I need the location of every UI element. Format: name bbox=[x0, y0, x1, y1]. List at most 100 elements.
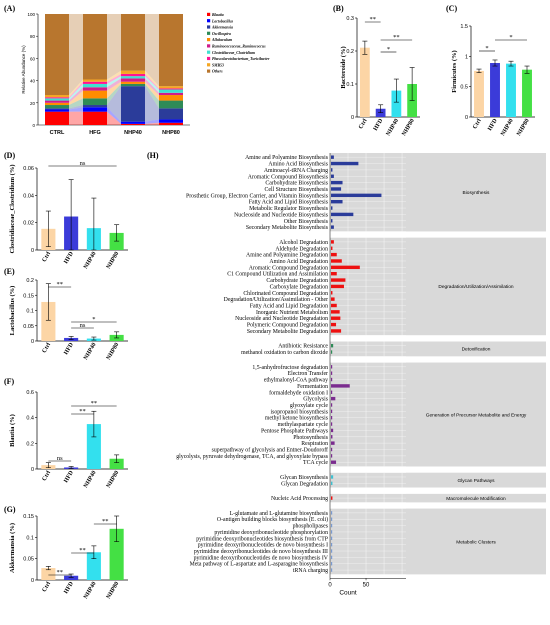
flow-band bbox=[145, 122, 159, 125]
stacked-bar-segment bbox=[45, 111, 69, 125]
row-label: Alcohol Degradation bbox=[279, 240, 328, 246]
significance-label: ns bbox=[80, 160, 86, 167]
group-name: Degradation/Utilization/Assimilation bbox=[438, 284, 514, 290]
bar bbox=[331, 206, 333, 210]
panel-c: (C) 0 0.5 1 1.5 Firmicutes (%) Ctrl HFD NHP40 NHP… bbox=[446, 4, 535, 137]
row-label: L-glutamate and L-glutamine biosynthesis bbox=[230, 511, 329, 517]
stacked-bar-segment bbox=[83, 90, 107, 99]
group-name: Macromolecule Modification bbox=[446, 496, 506, 502]
stacked-bar-segment bbox=[159, 89, 183, 93]
significance-label: ** bbox=[79, 408, 86, 415]
panel-label: (H) bbox=[147, 151, 159, 160]
x-tick-label: HFG bbox=[89, 130, 101, 136]
legend-swatch bbox=[207, 31, 211, 35]
x-tick-label: Ctrl bbox=[472, 118, 483, 131]
stacked-bar-segment bbox=[121, 123, 145, 125]
bar bbox=[474, 70, 484, 117]
y-tick-label: 0.04 bbox=[23, 193, 34, 199]
y-tick-label: 0 bbox=[31, 248, 34, 254]
x-tick-label: NHP40 bbox=[83, 581, 98, 600]
bar bbox=[331, 344, 334, 348]
stacked-bar-segment bbox=[121, 81, 145, 84]
y-tick-label: 0.15 bbox=[23, 293, 34, 299]
bar bbox=[331, 517, 333, 521]
bar bbox=[331, 568, 333, 572]
bar bbox=[331, 310, 340, 314]
row-label: formaldehyde oxidation I bbox=[269, 389, 328, 396]
bar bbox=[331, 403, 333, 407]
stacked-bar-segment bbox=[45, 108, 69, 110]
legend-entry: Phascolarctobacterium_Turicibacter bbox=[212, 57, 270, 61]
row-label: TCA cycle bbox=[303, 460, 328, 466]
bar bbox=[331, 180, 343, 185]
stacked-bar-segment bbox=[83, 98, 107, 106]
bar bbox=[331, 475, 334, 479]
bar bbox=[331, 240, 334, 244]
row-label: pyrimidine deoxyribonucleotide phosphory… bbox=[214, 530, 328, 536]
flow-band bbox=[145, 83, 159, 109]
y-tick-label: 0.05 bbox=[23, 557, 34, 563]
x-tick-label: HFD bbox=[487, 117, 499, 132]
x-tick-label: NHP80 bbox=[516, 118, 531, 137]
bar bbox=[331, 435, 333, 439]
bar bbox=[331, 252, 337, 257]
row-label: Aromatic Compound Degradation bbox=[249, 265, 328, 271]
panel-label: (F) bbox=[4, 377, 15, 386]
stacked-bar-segment bbox=[159, 95, 183, 101]
bar bbox=[331, 454, 333, 458]
bar bbox=[109, 528, 124, 580]
legend-swatch bbox=[207, 25, 211, 29]
bar bbox=[331, 316, 341, 320]
bar bbox=[331, 496, 333, 500]
x-tick-label: Ctrl bbox=[42, 342, 53, 355]
significance-label: * bbox=[92, 316, 95, 323]
y-tick-label: 0.2 bbox=[26, 278, 34, 284]
bar bbox=[331, 384, 350, 388]
y-tick-label: 0.1 bbox=[26, 535, 34, 541]
row-label: O-antigen building blocks biosynthesis (… bbox=[217, 516, 328, 523]
row-label: Chlorinated Compound Degradation bbox=[243, 291, 328, 297]
y-tick-label: 0.5 bbox=[460, 85, 468, 91]
bar bbox=[331, 219, 333, 223]
flow-band bbox=[145, 76, 159, 93]
flow-band bbox=[69, 87, 83, 103]
flow-band bbox=[69, 98, 83, 109]
flow-band bbox=[69, 83, 83, 101]
row-label: Fatty Acid and Lipid Biosynthesis bbox=[249, 200, 329, 206]
bar bbox=[331, 523, 333, 528]
significance-label: ns bbox=[57, 455, 63, 462]
panel-a: (A) 0 20 40 60 80 100 Relative Abundance (%) CTR… bbox=[4, 4, 270, 136]
row-label: Meta pathway of L-aspartate and L-aspara… bbox=[190, 561, 329, 568]
row-label: Degradation/Utilization/Assimilation - O… bbox=[224, 297, 328, 303]
x-tick-label: Ctrl bbox=[42, 470, 53, 483]
stacked-bar-segment bbox=[159, 86, 183, 89]
bar bbox=[331, 542, 333, 547]
bar bbox=[331, 200, 343, 204]
significance-label: ** bbox=[57, 569, 64, 576]
flow-band bbox=[107, 76, 121, 88]
y-tick-label: 0 bbox=[31, 339, 34, 345]
group-name-box bbox=[406, 237, 546, 336]
panel-label: (C) bbox=[446, 4, 457, 13]
row-label: Respiration bbox=[301, 441, 328, 447]
row-label: Amine and Polyamine Degradation bbox=[246, 253, 328, 259]
group-name-box bbox=[406, 341, 546, 357]
x-tick-label: Ctrl bbox=[42, 581, 53, 594]
panel-d: (D) 0 0.02 0.04 0.06 Clostridiaceae_Clostridi… bbox=[4, 151, 128, 270]
row-label: pyrimidine deoxyribonucleotides de novo … bbox=[194, 555, 329, 561]
stacked-bar-segment bbox=[45, 14, 69, 96]
row-label: Fatty Acid and Lipid Degradation bbox=[250, 304, 328, 310]
bar bbox=[331, 291, 333, 295]
x-tick-label: NHP80 bbox=[162, 130, 180, 136]
y-axis-label: Bacteroide (%) bbox=[340, 46, 347, 88]
row-label: ethylmalonyl-CoA pathway bbox=[264, 378, 328, 384]
y-tick-label: 0.1 bbox=[346, 82, 354, 88]
stacked-bar-segment bbox=[121, 70, 145, 74]
row-label: tRNA charging bbox=[293, 568, 328, 574]
x-tick-label: NHP80 bbox=[106, 251, 121, 270]
flow-band bbox=[69, 111, 83, 125]
x-tick-label: NHP80 bbox=[106, 470, 121, 489]
flow-band bbox=[69, 90, 83, 106]
bar bbox=[109, 458, 124, 469]
y-tick-label: 0.02 bbox=[23, 221, 34, 227]
